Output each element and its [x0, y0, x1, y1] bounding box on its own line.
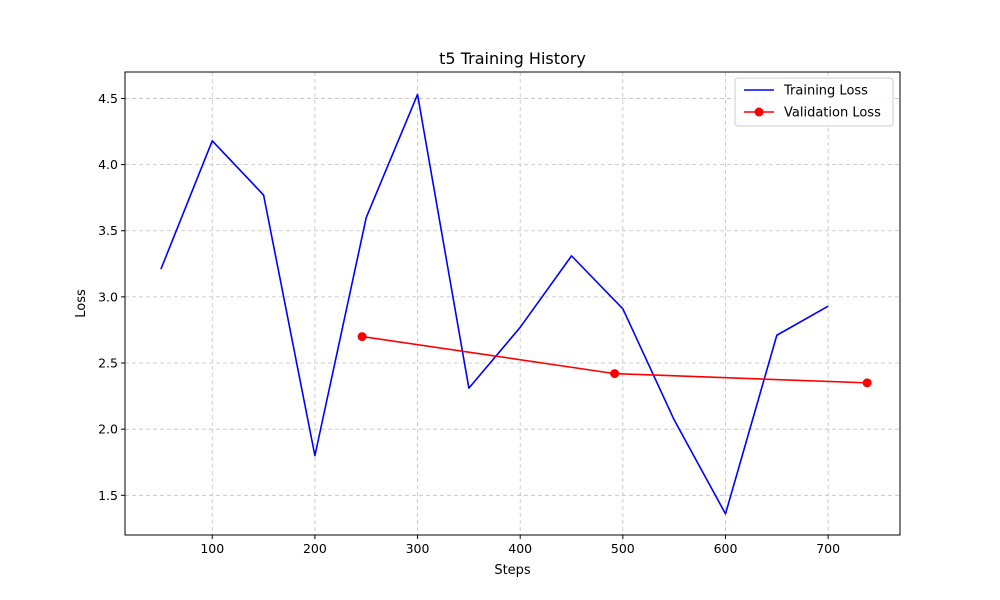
y-tick-label: 3.5 [98, 223, 118, 238]
x-tick-label: 500 [611, 541, 635, 556]
x-tick-label: 200 [303, 541, 327, 556]
x-tick-label: 100 [200, 541, 224, 556]
training-loss-line [160, 93, 829, 515]
y-axis-title: Loss [74, 289, 89, 318]
legend-training-loss-label: Training Loss [783, 84, 868, 99]
y-tick-label: 4.0 [98, 157, 118, 172]
x-tick-label: 400 [508, 541, 532, 556]
legend-validation-loss-marker [754, 107, 764, 117]
plot-frame [124, 71, 901, 536]
y-tick-label: 2.5 [98, 356, 118, 371]
x-tick-label: 600 [714, 541, 738, 556]
y-tick-label: 3.0 [98, 289, 118, 304]
legend-box [734, 77, 894, 127]
validation-loss-point [862, 378, 872, 388]
x-tick-label: 300 [406, 541, 430, 556]
y-tick-label: 1.5 [98, 488, 118, 503]
grid [125, 72, 900, 535]
chart-title: t5 Training History [439, 49, 586, 68]
legend-validation-loss-label: Validation Loss [784, 106, 881, 121]
y-tick-label: 4.5 [98, 91, 118, 106]
axis-ticks: 100 200 300 400 500 600 700 1.5 2.0 2.5 3.0 3.5 4.0 4… [98, 91, 840, 556]
x-axis-title: Steps [494, 563, 531, 578]
legend: Training Loss Validation Loss [734, 77, 894, 127]
series [160, 93, 872, 515]
validation-loss-point [610, 369, 620, 379]
y-tick-label: 2.0 [98, 422, 118, 437]
validation-loss-point [357, 332, 367, 342]
x-tick-label: 700 [816, 541, 840, 556]
